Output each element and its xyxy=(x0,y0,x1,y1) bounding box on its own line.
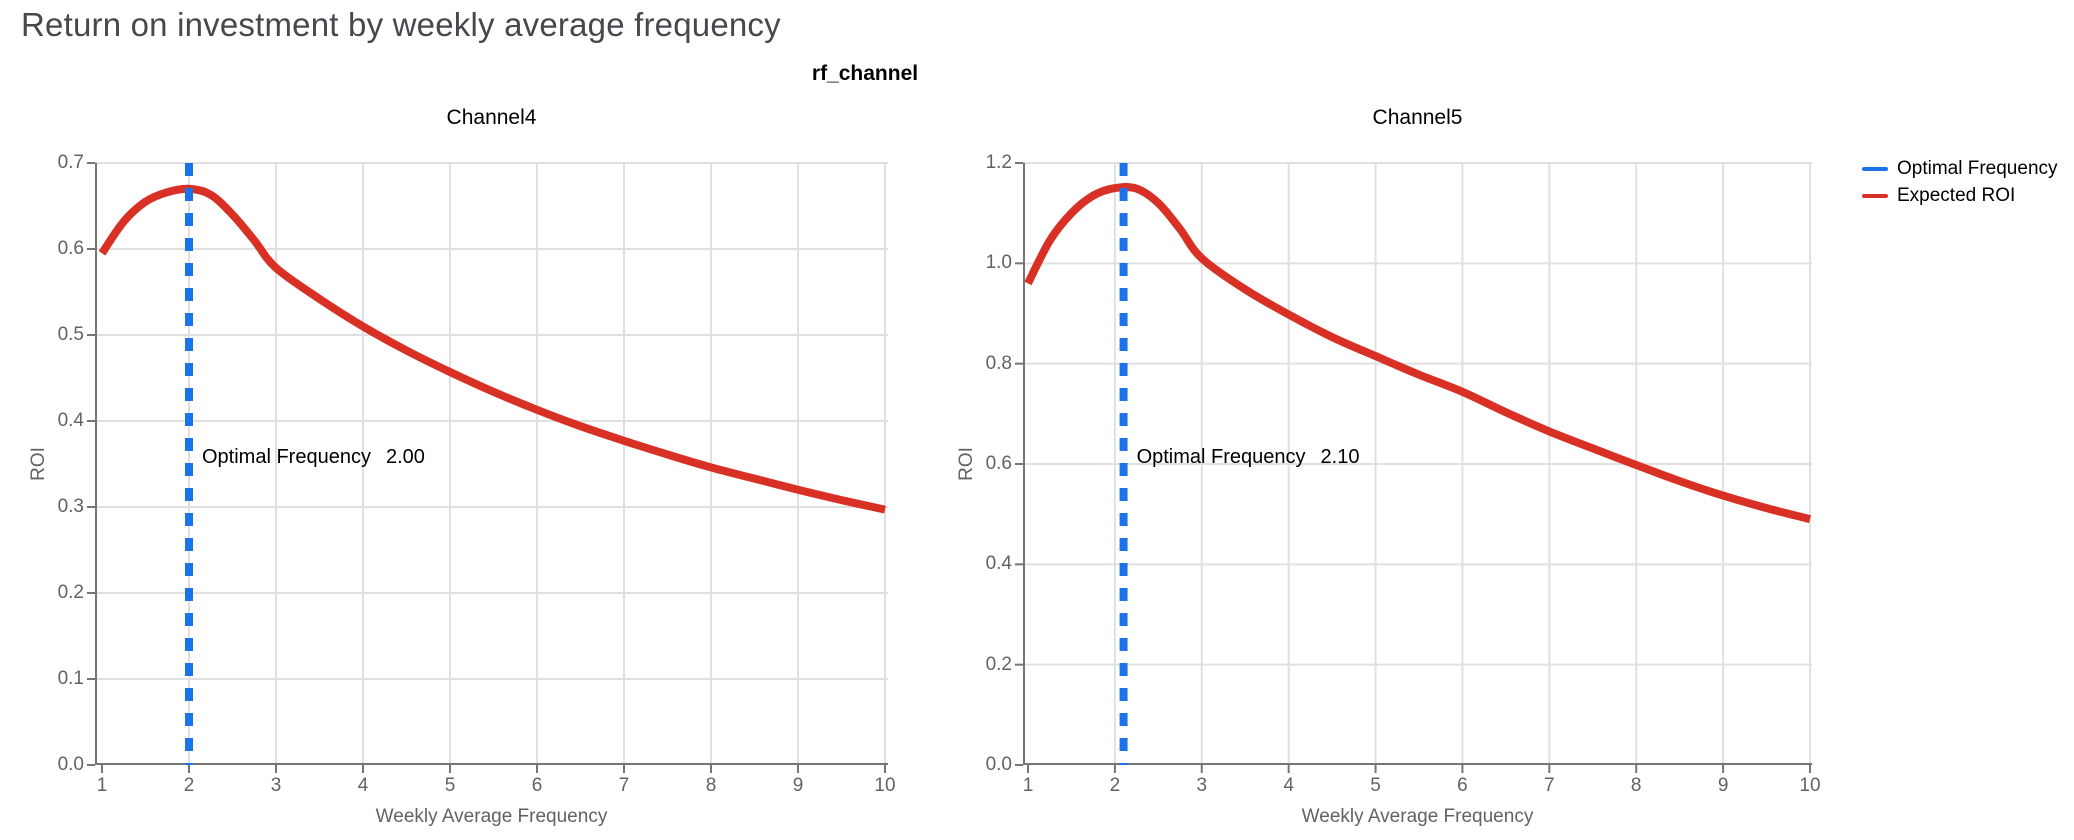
x-tick-label: 7 xyxy=(618,775,630,796)
legend-label: Expected ROI xyxy=(1897,185,2016,206)
x-axis-title: Weekly Average Frequency xyxy=(1301,806,1534,827)
x-tick-label: 2 xyxy=(183,775,195,796)
x-tick-label: 6 xyxy=(531,775,543,796)
x-tick-label: 10 xyxy=(874,775,896,796)
annotation-label: Optimal Frequency xyxy=(202,446,371,468)
annotation-value: 2.00 xyxy=(385,446,425,468)
y-tick-label: 0.7 xyxy=(57,152,84,173)
x-tick-label: 1 xyxy=(96,775,108,796)
x-tick-label: 5 xyxy=(444,775,456,796)
y-tick-label: 0.8 xyxy=(985,352,1012,374)
optimal-frequency-annotation: Optimal Frequency 2.00 xyxy=(202,446,425,469)
x-tick-label: 10 xyxy=(1799,775,1821,796)
x-tick-label: 4 xyxy=(357,775,369,796)
y-tick-label: 0.3 xyxy=(57,496,84,517)
y-tick-label: 1.2 xyxy=(985,152,1012,173)
x-tick-label: 4 xyxy=(1283,775,1294,796)
y-tick-label: 0.2 xyxy=(985,653,1012,675)
y-axis-title: ROI xyxy=(28,447,49,481)
annotation-value: 2.10 xyxy=(1320,446,1360,468)
x-tick-label: 8 xyxy=(705,775,717,796)
y-tick-label: 0.6 xyxy=(57,238,84,259)
y-tick-label: 0.2 xyxy=(57,582,84,603)
y-tick-label: 0.6 xyxy=(985,453,1012,474)
optimal-frequency-line-icon xyxy=(1862,167,1888,171)
page-title: Return on investment by weekly average f… xyxy=(21,6,781,43)
y-tick-label: 0.0 xyxy=(985,754,1012,775)
x-tick-label: 2 xyxy=(1109,775,1121,796)
legend: Optimal Frequency Expected ROI xyxy=(1862,158,2058,207)
expected-roi-line-icon xyxy=(1862,194,1888,198)
y-tick-label: 0.4 xyxy=(985,553,1012,575)
x-tick-label: 5 xyxy=(1370,775,1381,796)
chart-channel4: Channel4 ROI Optimal Frequency 2.00 Week… xyxy=(28,106,896,827)
legend-label: Optimal Frequency xyxy=(1897,158,2058,179)
figure-title: rf_channel xyxy=(811,62,919,85)
y-tick-label: 0.4 xyxy=(57,410,84,431)
legend-item-optimal-frequency: Optimal Frequency xyxy=(1862,158,2058,180)
x-tick-label: 9 xyxy=(1717,775,1729,796)
x-tick-label: 3 xyxy=(270,775,282,796)
subplot-title-channel4: Channel4 xyxy=(446,106,537,129)
x-tick-label: 7 xyxy=(1544,775,1555,796)
expected-roi-curve xyxy=(98,184,886,514)
x-tick-label: 1 xyxy=(1022,775,1034,796)
annotation-label: Optimal Frequency xyxy=(1136,446,1306,468)
x-tick-label: 8 xyxy=(1630,775,1642,796)
expected-roi-curve xyxy=(1024,182,1812,524)
plot-area xyxy=(1015,162,1812,773)
x-axis-title: Weekly Average Frequency xyxy=(375,806,608,827)
x-tick-label: 6 xyxy=(1457,775,1468,796)
y-tick-label: 1.0 xyxy=(985,252,1012,274)
y-tick-label: 0.1 xyxy=(57,668,84,689)
x-tick-label: 3 xyxy=(1196,775,1208,796)
y-tick-label: 0.0 xyxy=(57,754,84,775)
legend-item-expected-roi: Expected ROI xyxy=(1862,185,2058,207)
x-tick-label: 9 xyxy=(792,775,804,796)
plot-area xyxy=(87,162,888,773)
optimal-frequency-annotation: Optimal Frequency 2.10 xyxy=(1137,446,1360,469)
chart-channel5: Channel5 ROI Optimal Frequency 2.10 Week… xyxy=(956,106,1821,827)
y-tick-label: 0.5 xyxy=(57,324,84,345)
subplot-title-channel5: Channel5 xyxy=(1372,106,1463,129)
